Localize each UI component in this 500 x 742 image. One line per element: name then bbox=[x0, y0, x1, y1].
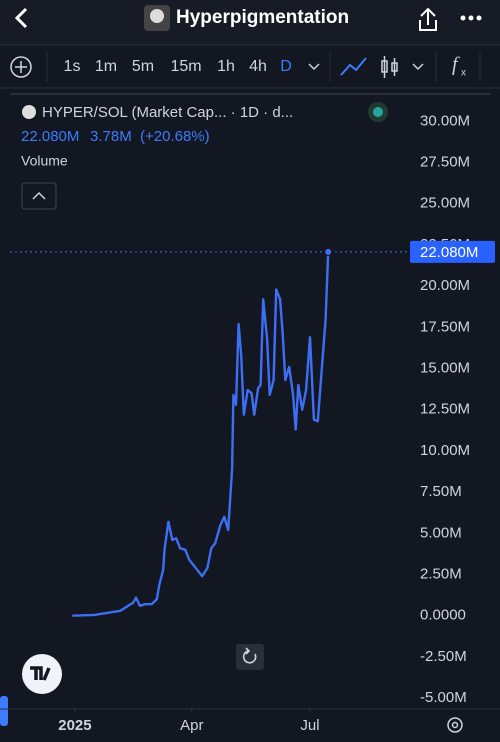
x-tick-label: Apr bbox=[180, 717, 203, 734]
legend-icon bbox=[22, 105, 36, 119]
header-title: Hyperpigmentation bbox=[176, 7, 349, 28]
y-tick-label: 5.00M bbox=[420, 524, 462, 541]
y-tick-label: 17.50M bbox=[420, 318, 470, 335]
pane-label: Volume bbox=[21, 153, 68, 169]
back-button[interactable] bbox=[14, 7, 28, 29]
change-percent: (+20.68%) bbox=[140, 128, 210, 145]
token-icon-face bbox=[150, 9, 164, 23]
interval-group: 1s 1m 5m 15m 1h 4h D bbox=[64, 58, 292, 75]
interval-button[interactable]: 4h bbox=[249, 58, 267, 75]
settings-button[interactable] bbox=[447, 717, 463, 733]
interval-button[interactable]: D bbox=[280, 58, 292, 75]
share-button[interactable] bbox=[419, 7, 437, 31]
status-dot bbox=[373, 107, 383, 117]
interval-button[interactable]: 1h bbox=[217, 58, 235, 75]
candle-style-button[interactable] bbox=[381, 56, 398, 78]
price-tag bbox=[410, 240, 495, 263]
y-tick-label: 0.0000 bbox=[420, 607, 466, 624]
y-tick-label: 30.00M bbox=[420, 112, 470, 129]
indicators-button-sub[interactable]: x bbox=[461, 68, 466, 79]
y-tick-label: 12.50M bbox=[420, 401, 470, 418]
tradingview-logo bbox=[22, 654, 62, 694]
indicators-button[interactable]: f bbox=[452, 54, 460, 76]
y-tick-label: 27.50M bbox=[420, 154, 470, 171]
last-value: 22.080M bbox=[21, 128, 79, 145]
header-bar bbox=[0, 0, 500, 45]
collapse-button[interactable] bbox=[21, 182, 57, 210]
interval-button[interactable]: 5m bbox=[132, 58, 154, 75]
y-tick-label: 25.00M bbox=[420, 195, 470, 212]
y-tick-label: 15.00M bbox=[420, 360, 470, 377]
x-tick-label: Jul bbox=[300, 717, 319, 734]
pane-border bbox=[10, 93, 490, 95]
interval-button[interactable]: 1m bbox=[95, 58, 117, 75]
collapse-icon[interactable] bbox=[32, 191, 46, 200]
line-style-button[interactable] bbox=[340, 57, 367, 76]
price-line bbox=[72, 251, 330, 617]
plot-area: 30.00M27.50M25.00M22.50M20.00M17.50M15.0… bbox=[10, 112, 495, 734]
y-tick-label: 20.00M bbox=[420, 277, 470, 294]
style-dropdown[interactable] bbox=[412, 63, 424, 71]
side-handle[interactable] bbox=[0, 696, 8, 726]
add-button[interactable] bbox=[10, 56, 32, 78]
y-tick-label: 7.50M bbox=[420, 483, 462, 500]
last-point bbox=[324, 247, 333, 256]
y-tick-label: 10.00M bbox=[420, 442, 470, 459]
y-tick-label: -2.50M bbox=[420, 648, 467, 665]
y-tick-label: 2.50M bbox=[420, 565, 462, 582]
x-tick-label: 2025 bbox=[58, 717, 91, 734]
price-tag-label: 22.080M bbox=[420, 244, 478, 261]
interval-button[interactable]: 15m bbox=[170, 58, 201, 75]
reset-button[interactable] bbox=[236, 644, 264, 670]
change-value: 3.78M bbox=[90, 128, 132, 145]
chart-title: HYPER/SOL (Market Cap... · 1D · d... bbox=[42, 104, 293, 121]
interval-dropdown[interactable] bbox=[308, 63, 320, 71]
y-tick-label: -5.00M bbox=[420, 689, 467, 706]
interval-button[interactable]: 1s bbox=[64, 58, 81, 75]
more-button[interactable] bbox=[460, 15, 482, 21]
